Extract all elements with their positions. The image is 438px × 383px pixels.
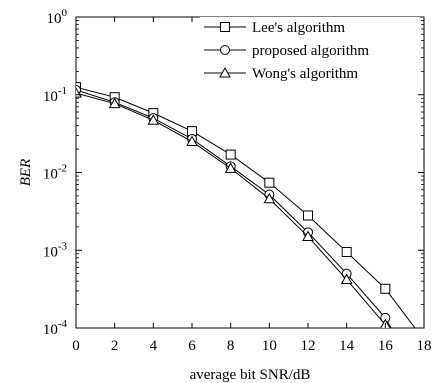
y-tick-exponent: -3	[58, 240, 68, 252]
legend-marker-circle	[220, 45, 230, 55]
x-tick-label: 8	[227, 338, 235, 354]
y-tick-label: 10-2	[43, 163, 67, 183]
y-tick-base: 10	[43, 244, 58, 260]
series-line-triangle	[76, 92, 389, 328]
x-tick-label: 12	[301, 338, 316, 354]
data-point-square	[303, 210, 313, 221]
x-tick-label: 10	[262, 338, 277, 354]
y-tick-exponent: -2	[58, 163, 67, 175]
y-tick-base: 10	[43, 89, 58, 105]
x-tick-label: 14	[339, 338, 355, 354]
x-tick-label: 2	[111, 338, 119, 354]
x-tick-label: 0	[72, 338, 80, 354]
data-point-triangle	[263, 192, 276, 204]
x-tick-label: 16	[378, 338, 394, 354]
data-point-triangle	[108, 97, 121, 109]
series-group	[76, 82, 416, 328]
data-point-square	[380, 283, 391, 294]
data-point-square	[225, 149, 236, 160]
y-tick-base: 10	[43, 167, 58, 183]
y-tick-base: 10	[47, 11, 62, 27]
y-tick-label: 100	[47, 7, 68, 27]
legend-box	[200, 17, 420, 92]
y-tick-exponent: -1	[58, 85, 67, 97]
legend-label: Wong's algorithm	[252, 66, 358, 82]
legend-marker-triangle	[219, 66, 231, 78]
data-point-square	[341, 246, 352, 257]
data-point-triangle	[340, 273, 353, 285]
x-tick-label: 4	[150, 338, 158, 354]
y-tick-exponent: 0	[62, 7, 68, 19]
y-tick-label: 10-3	[43, 240, 68, 260]
data-point-triangle	[302, 230, 314, 242]
legend-label: Lee's algorithm	[252, 20, 345, 36]
legend-marker-square	[220, 22, 230, 32]
data-point-square	[264, 177, 275, 188]
data-point-triangle	[224, 162, 237, 173]
legend: Lee's algorithm proposed algorithm Wong's …	[200, 17, 420, 92]
series-line-circle	[76, 89, 392, 328]
data-point-triangle	[147, 114, 160, 125]
y-tick-label: 10-4	[43, 318, 68, 338]
y-tick-label: 10-1	[43, 85, 67, 105]
y-tick-base: 10	[43, 322, 58, 338]
series-clip-group	[76, 82, 416, 328]
x-tick-label: 18	[417, 338, 432, 354]
y-axis-title: BER	[18, 159, 34, 187]
y-tick-exponent: -4	[58, 318, 68, 330]
series-line-square	[76, 86, 416, 328]
data-point-triangle	[186, 135, 198, 147]
x-tick-label: 6	[188, 338, 196, 354]
x-axis-title: average bit SNR/dB	[190, 367, 311, 383]
legend-label: proposed algorithm	[252, 43, 369, 59]
